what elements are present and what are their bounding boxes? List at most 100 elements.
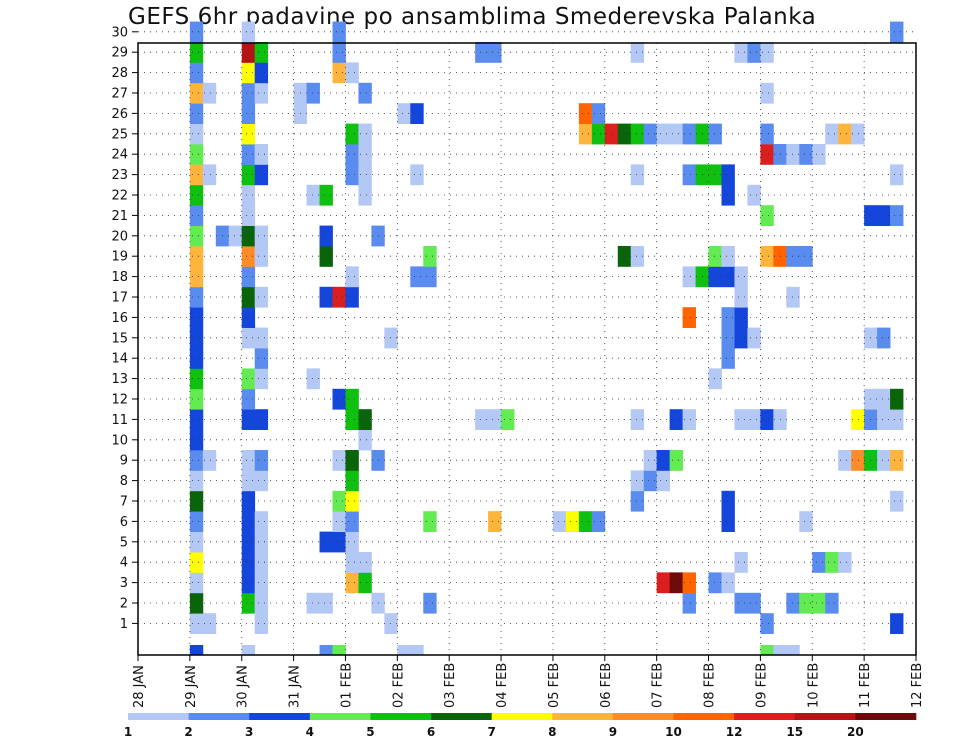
y-tick-label: 20 bbox=[111, 229, 128, 244]
heatmap-cell bbox=[345, 572, 359, 594]
heatmap-cell bbox=[306, 368, 320, 390]
y-tick-label: 23 bbox=[111, 168, 128, 183]
heatmap-cell bbox=[189, 144, 204, 165]
heatmap-cell bbox=[358, 409, 372, 430]
heatmap-cell bbox=[734, 286, 748, 308]
heatmap-cell bbox=[189, 286, 204, 308]
heatmap-cell bbox=[630, 164, 645, 186]
heatmap-cell bbox=[799, 592, 813, 614]
colorbar-swatch bbox=[249, 713, 311, 720]
heatmap-cell bbox=[202, 613, 217, 634]
colorbar-swatch bbox=[855, 713, 917, 720]
heatmap-cell bbox=[306, 184, 320, 206]
heatmap-cell bbox=[410, 266, 424, 288]
y-tick-label: 21 bbox=[111, 209, 128, 224]
heatmap-cell bbox=[358, 429, 372, 451]
heatmap-cell bbox=[734, 42, 748, 63]
heatmap-cell bbox=[786, 144, 800, 165]
heatmap-cell bbox=[332, 450, 346, 471]
heatmap-cell bbox=[254, 450, 269, 471]
heatmap-cell bbox=[578, 103, 593, 124]
heatmap-cell bbox=[332, 42, 346, 63]
y-tick-label: 15 bbox=[111, 331, 128, 346]
heatmap-cell bbox=[189, 613, 204, 634]
heatmap-cell bbox=[254, 82, 269, 104]
heatmap-cell bbox=[682, 572, 696, 594]
heatmap-cell bbox=[254, 511, 269, 532]
heatmap-cell bbox=[552, 511, 567, 532]
heatmap-cell bbox=[189, 205, 204, 226]
heatmap-cell bbox=[358, 552, 372, 573]
heatmap-cell bbox=[189, 348, 204, 369]
heatmap-cell bbox=[643, 123, 658, 145]
heatmap-cell bbox=[241, 552, 256, 573]
heatmap-cell bbox=[501, 409, 515, 430]
colorbar-label: 8 bbox=[548, 725, 556, 739]
heatmap-cell bbox=[851, 123, 865, 145]
heatmap-cell bbox=[189, 42, 204, 63]
heatmap-cell bbox=[488, 42, 502, 63]
x-tick-label: 10 FEB bbox=[806, 663, 821, 708]
heatmap-cell bbox=[241, 42, 256, 63]
heatmap-cell bbox=[345, 164, 359, 186]
x-tick-label: 07 FEB bbox=[651, 663, 666, 708]
heatmap-cell bbox=[488, 409, 502, 430]
heatmap-cell bbox=[332, 388, 346, 410]
heatmap-cell bbox=[747, 184, 761, 206]
heatmap-cell bbox=[241, 388, 256, 410]
y-tick-label: 5 bbox=[120, 535, 128, 550]
heatmap-cell bbox=[423, 511, 437, 532]
heatmap-cell bbox=[890, 21, 904, 43]
heatmap-cell bbox=[890, 613, 904, 634]
heatmap-cell bbox=[384, 613, 398, 634]
heatmap-cell bbox=[799, 511, 813, 532]
heatmap-cell bbox=[708, 368, 722, 390]
heatmap-cell bbox=[747, 409, 761, 430]
colorbar-label: 7 bbox=[488, 725, 496, 739]
heatmap-cell bbox=[254, 613, 269, 634]
heatmap-cell bbox=[812, 144, 826, 165]
x-tick-label: 08 FEB bbox=[703, 663, 718, 708]
heatmap-cell bbox=[319, 592, 333, 614]
heatmap-cell bbox=[189, 164, 204, 186]
heatmap-cell bbox=[721, 572, 735, 594]
heatmap-cell bbox=[734, 307, 748, 328]
heatmap-cell bbox=[189, 388, 204, 410]
y-tick-label: 2 bbox=[120, 597, 128, 612]
heatmap-cell bbox=[345, 552, 359, 573]
heatmap-cell bbox=[734, 266, 748, 288]
heatmap-cell bbox=[838, 123, 852, 145]
heatmap-cell bbox=[760, 123, 774, 145]
heatmap-cell bbox=[656, 450, 671, 471]
heatmap-cell bbox=[682, 266, 696, 288]
heatmap-cell bbox=[721, 327, 735, 349]
heatmap-cell bbox=[189, 103, 204, 124]
colorbar-label: 5 bbox=[366, 725, 374, 739]
heatmap-cell bbox=[410, 103, 424, 124]
heatmap-cell bbox=[345, 531, 359, 553]
heatmap-cell bbox=[877, 450, 891, 471]
heatmap-cell bbox=[578, 511, 593, 532]
x-tick-label: 11 FEB bbox=[858, 663, 873, 708]
heatmap-cell bbox=[682, 592, 696, 614]
heatmap-cell bbox=[241, 592, 256, 614]
heatmap-cell bbox=[708, 164, 722, 186]
colorbar-label: 1 bbox=[124, 725, 132, 739]
y-tick-label: 25 bbox=[111, 127, 128, 142]
y-tick-label: 27 bbox=[111, 87, 128, 102]
heatmap-cell bbox=[241, 645, 256, 655]
heatmap-cell bbox=[734, 592, 748, 614]
heatmap-cell bbox=[734, 552, 748, 573]
heatmap-cell bbox=[760, 205, 774, 226]
heatmap-cell bbox=[591, 511, 606, 532]
heatmap-cell bbox=[734, 409, 748, 430]
heatmap-cell bbox=[669, 572, 683, 594]
heatmap-cell bbox=[565, 511, 580, 532]
heatmap-cell bbox=[812, 552, 826, 573]
heatmap-cell bbox=[890, 450, 904, 471]
heatmap-cell bbox=[669, 450, 683, 471]
y-tick-label: 7 bbox=[120, 495, 128, 510]
heatmap-cell bbox=[851, 450, 865, 471]
heatmap-cell bbox=[747, 592, 761, 614]
heatmap-cell bbox=[604, 123, 619, 145]
